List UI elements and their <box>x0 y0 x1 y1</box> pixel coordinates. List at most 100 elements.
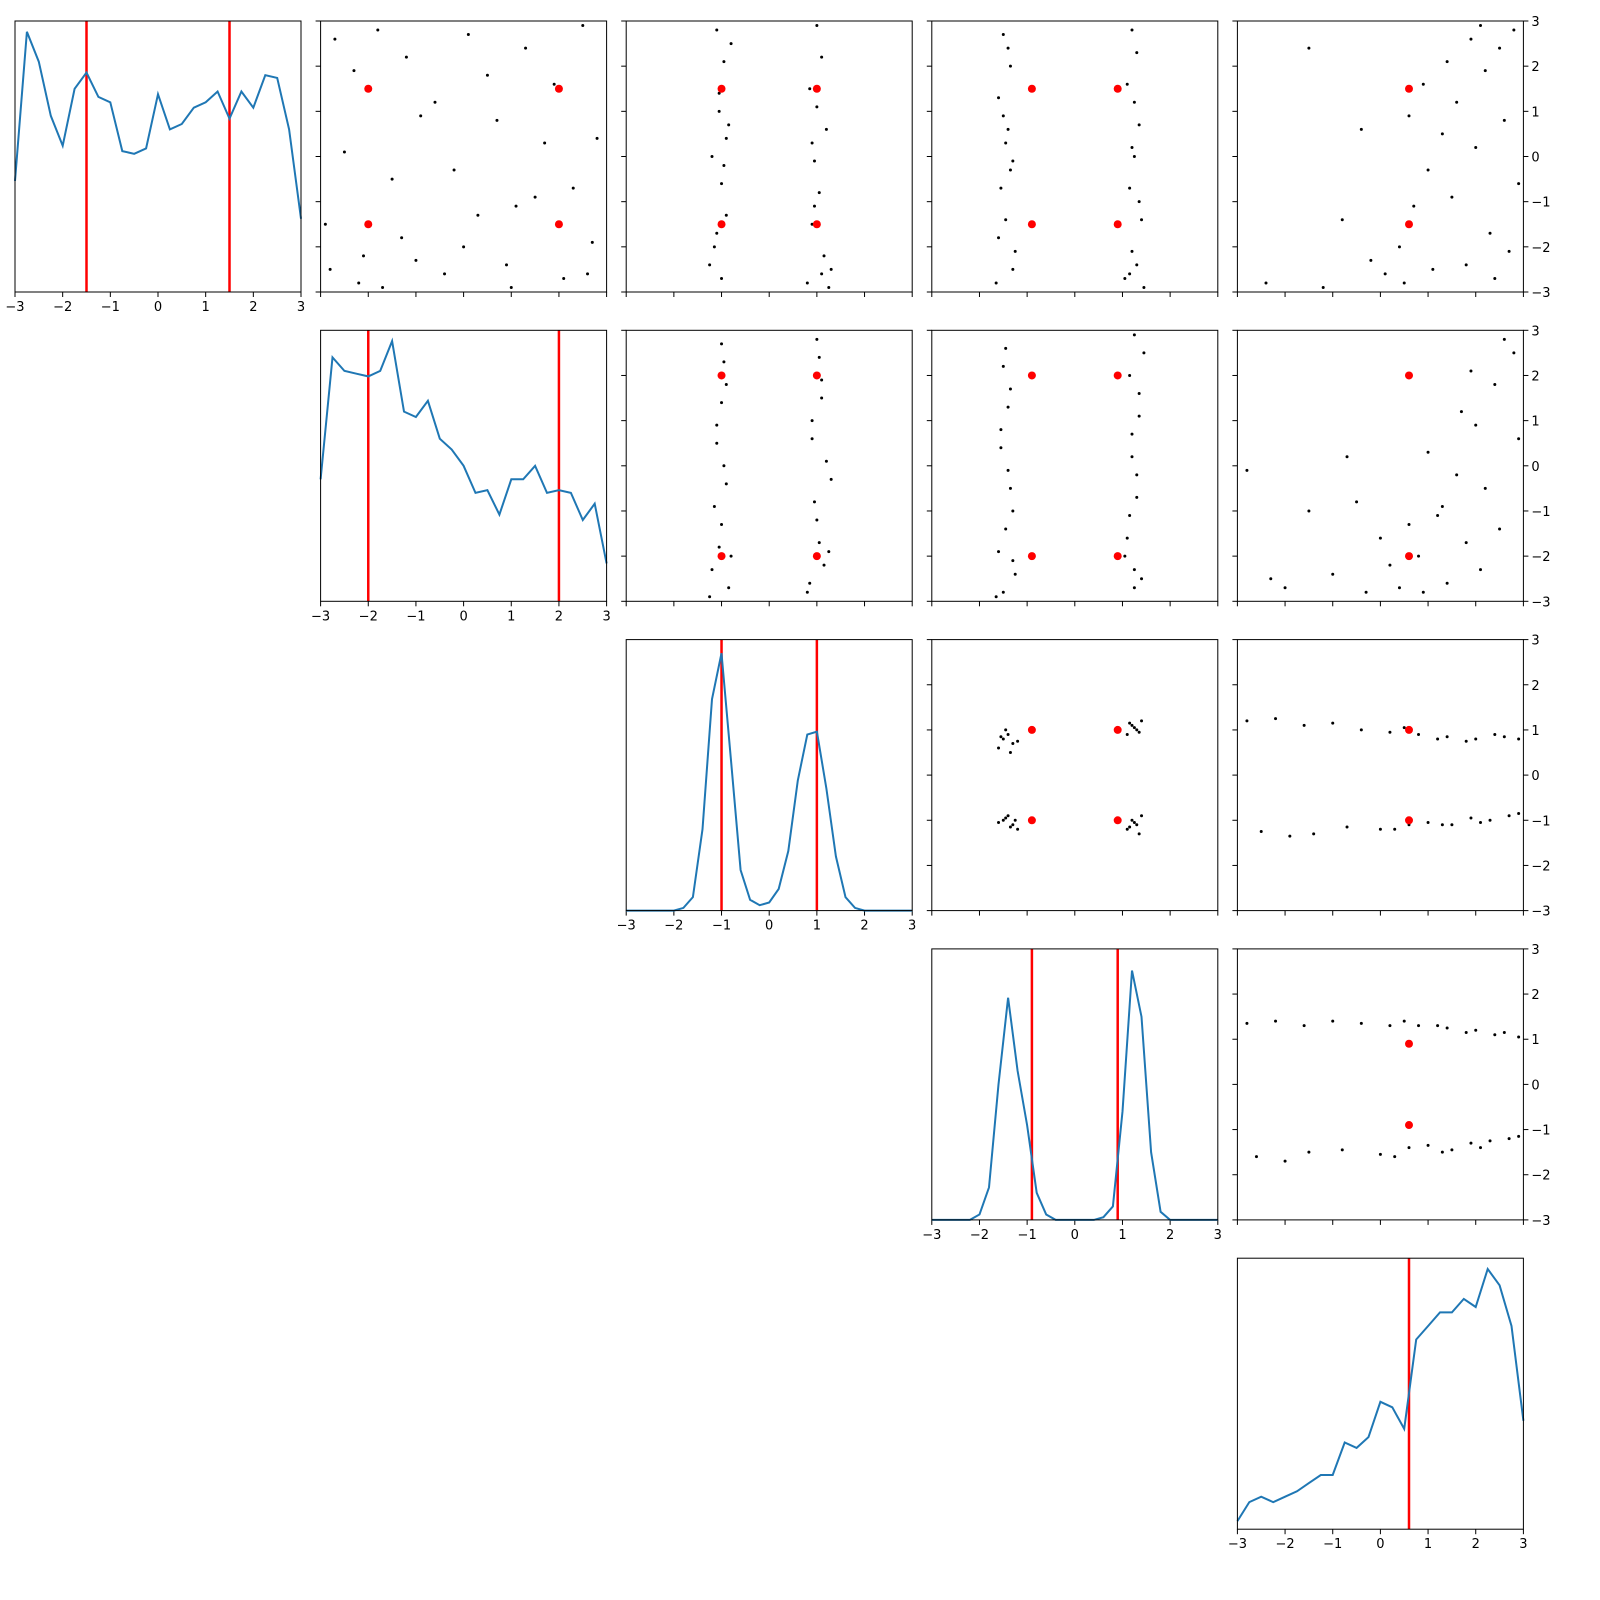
point <box>1001 364 1005 368</box>
point <box>1302 723 1306 727</box>
point <box>1011 823 1015 827</box>
truth-marker <box>812 371 821 380</box>
point <box>729 554 733 558</box>
point <box>827 550 831 554</box>
point <box>715 28 719 32</box>
point <box>710 568 714 572</box>
point <box>1008 751 1012 755</box>
point <box>708 595 712 599</box>
x-tick-label: 0 <box>154 300 162 315</box>
truth-marker <box>1027 371 1036 380</box>
point <box>1479 568 1482 572</box>
point <box>720 182 724 186</box>
point <box>1001 737 1005 741</box>
point <box>727 123 731 127</box>
point <box>997 746 1001 750</box>
point <box>1421 590 1425 594</box>
point <box>1436 737 1440 741</box>
y-tick-label: −3 <box>1531 286 1550 301</box>
point <box>1502 735 1506 739</box>
point <box>1421 82 1425 86</box>
density-curve <box>1236 1266 1525 1522</box>
point <box>1135 823 1139 827</box>
point <box>1412 204 1416 208</box>
point <box>999 446 1003 450</box>
y-tick-label: 3 <box>1531 943 1539 958</box>
point <box>815 105 819 109</box>
point <box>1140 814 1144 818</box>
point <box>414 258 418 262</box>
point <box>1008 825 1012 829</box>
density-curve <box>319 337 608 564</box>
point <box>1440 504 1444 508</box>
point <box>1142 285 1146 289</box>
density-curve <box>626 652 913 912</box>
point <box>1369 258 1373 262</box>
x-tick-label: −2 <box>1275 1537 1294 1552</box>
y-tick-label: 2 <box>1531 988 1539 1003</box>
x-tick-label: 2 <box>1166 1228 1174 1243</box>
point <box>1512 351 1516 355</box>
point <box>1436 513 1440 517</box>
panel-frame <box>931 20 1219 293</box>
point <box>827 285 831 289</box>
truth-marker <box>1113 725 1122 734</box>
point <box>1340 1148 1344 1152</box>
point <box>817 541 821 545</box>
point <box>1288 834 1292 838</box>
point <box>1307 46 1311 50</box>
point <box>1378 1152 1382 1156</box>
point <box>1245 719 1249 723</box>
point <box>1132 155 1136 158</box>
point <box>595 136 599 140</box>
y-tick-label: −2 <box>1531 1169 1550 1184</box>
x-tick-label: 1 <box>813 919 821 934</box>
point <box>1274 1019 1278 1023</box>
point <box>1417 554 1421 558</box>
point <box>1132 726 1136 730</box>
y-tick-label: 0 <box>1531 151 1539 166</box>
point <box>1512 28 1516 32</box>
point <box>590 240 594 244</box>
point <box>820 55 824 59</box>
point <box>1254 1155 1258 1159</box>
x-tick-label: 1 <box>1424 1537 1432 1552</box>
point <box>1397 586 1401 590</box>
panel-frame <box>1236 1257 1524 1530</box>
point <box>815 24 819 28</box>
y-tick-label: 3 <box>1531 634 1539 649</box>
point <box>722 164 726 168</box>
point <box>715 441 719 445</box>
truth-marker <box>1405 371 1413 380</box>
point <box>376 28 380 32</box>
point <box>1283 586 1287 590</box>
point <box>722 464 726 468</box>
point <box>1307 509 1311 513</box>
point <box>1378 536 1382 540</box>
point <box>1137 832 1141 836</box>
point <box>1013 572 1017 576</box>
point <box>1008 64 1012 68</box>
point <box>805 281 809 285</box>
point <box>1383 272 1387 276</box>
panel-frame <box>625 329 913 602</box>
point <box>1130 818 1134 822</box>
point <box>822 563 826 567</box>
point <box>997 821 1001 825</box>
density-curve <box>14 31 302 219</box>
point <box>1359 127 1363 131</box>
point <box>1001 33 1005 37</box>
point <box>1474 1028 1478 1032</box>
y-tick-label: −1 <box>1531 505 1550 520</box>
point <box>1125 536 1129 540</box>
point <box>1132 586 1136 590</box>
point <box>1445 581 1449 585</box>
truth-marker <box>1405 725 1413 734</box>
point <box>1407 523 1411 527</box>
point <box>1483 69 1487 73</box>
point <box>808 87 812 91</box>
point <box>1016 739 1020 743</box>
y-tick-label: 0 <box>1531 1078 1539 1093</box>
x-tick-label: 1 <box>1118 1228 1126 1243</box>
point <box>357 281 361 285</box>
